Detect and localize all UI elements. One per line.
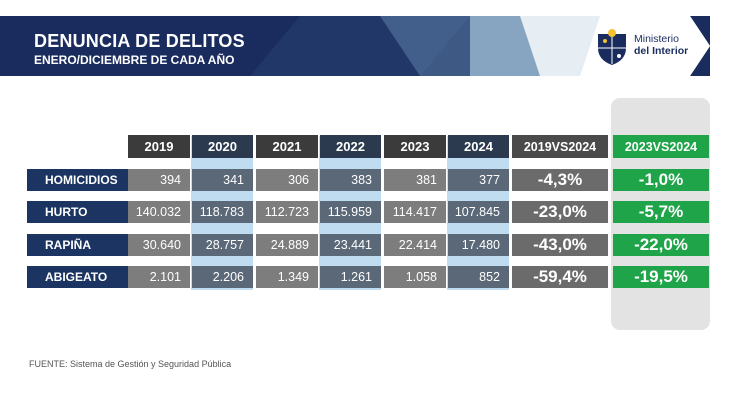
shield-icon	[598, 29, 626, 65]
table-cell: 114.417	[384, 201, 446, 223]
table-cell: 23.441	[320, 234, 381, 256]
table-cell: 28.757	[192, 234, 253, 256]
table-cell: 1.261	[320, 266, 381, 288]
table-cell: 341	[192, 169, 253, 191]
column-header: 2019	[128, 135, 190, 158]
page-subtitle: ENERO/DICIEMBRE DE CADA AÑO	[34, 53, 235, 67]
page-title: DENUNCIA DE DELITOS	[34, 31, 245, 51]
table-cell: 22.414	[384, 234, 446, 256]
column-header: 2023	[384, 135, 446, 158]
change-2019-2024: -43,0%	[512, 234, 608, 256]
change-2023-2024: -1,0%	[613, 169, 709, 191]
ministry-logo: Ministerio del Interior	[590, 26, 700, 68]
column-header: 2019VS2024	[512, 135, 608, 158]
change-2023-2024: -19,5%	[613, 266, 709, 288]
change-2019-2024: -23,0%	[512, 201, 608, 223]
table-cell: 377	[448, 169, 509, 191]
change-2023-2024: -22,0%	[613, 234, 709, 256]
table-cell: 118.783	[192, 201, 253, 223]
table-cell: 2.206	[192, 266, 253, 288]
table-cell: 140.032	[128, 201, 190, 223]
column-header: 2022	[320, 135, 381, 158]
table-cell: 112.723	[256, 201, 318, 223]
table-cell: 107.845	[448, 201, 509, 223]
column-header: 2021	[256, 135, 318, 158]
change-2023-2024: -5,7%	[613, 201, 709, 223]
table-cell: 115.959	[320, 201, 381, 223]
table-cell: 306	[256, 169, 318, 191]
row-label: HURTO	[27, 201, 128, 223]
row-label: ABIGEATO	[27, 266, 128, 288]
table-cell: 383	[320, 169, 381, 191]
column-header: 2024	[448, 135, 509, 158]
table-cell: 1.349	[256, 266, 318, 288]
table-cell: 1.058	[384, 266, 446, 288]
table-cell: 381	[384, 169, 446, 191]
table-cell: 30.640	[128, 234, 190, 256]
table-cell: 852	[448, 266, 509, 288]
logo-line-2: del Interior	[634, 45, 689, 57]
table-cell: 2.101	[128, 266, 190, 288]
change-2019-2024: -59,4%	[512, 266, 608, 288]
column-header: 2020	[192, 135, 253, 158]
table-cell: 394	[128, 169, 190, 191]
logo-line-1: Ministerio	[634, 33, 679, 45]
header-banner: DENUNCIA DE DELITOS ENERO/DICIEMBRE DE C…	[0, 16, 710, 76]
source-note: FUENTE: Sistema de Gestión y Seguridad P…	[29, 359, 232, 369]
row-label: RAPIÑA	[27, 234, 128, 256]
row-label: HOMICIDIOS	[27, 169, 128, 191]
logo-text: Ministerio del Interior	[634, 33, 688, 57]
table-cell: 17.480	[448, 234, 509, 256]
column-header: 2023VS2024	[613, 135, 709, 158]
table-cell: 24.889	[256, 234, 318, 256]
change-2019-2024: -4,3%	[512, 169, 608, 191]
